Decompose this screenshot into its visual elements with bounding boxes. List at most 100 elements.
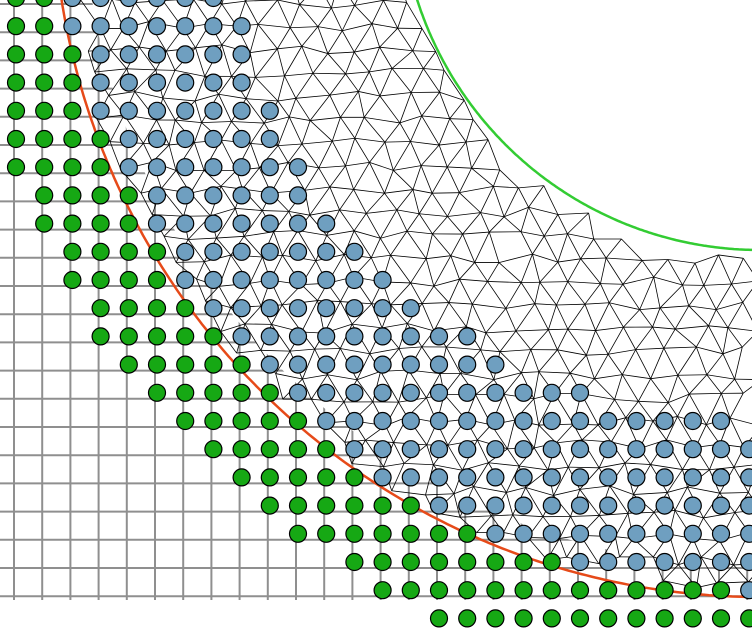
mesh-edge — [162, 0, 182, 1]
solid-particle — [119, 327, 138, 346]
solid-particle — [204, 411, 223, 431]
mesh-edge — [538, 424, 557, 444]
mesh-edge — [543, 185, 559, 215]
mesh-edge — [339, 209, 355, 232]
mesh-edge — [718, 254, 744, 259]
mesh-edge — [245, 98, 265, 124]
mesh-edge — [503, 187, 519, 217]
mesh-edge — [392, 170, 414, 190]
mesh-edge — [624, 462, 651, 465]
mesh-edge — [532, 254, 541, 283]
mesh-edge — [353, 213, 367, 232]
mesh-edge — [734, 378, 752, 380]
mesh-edge — [356, 370, 381, 381]
mesh-edge — [605, 238, 622, 259]
mesh-edge — [580, 238, 595, 260]
mesh-edge — [277, 97, 296, 102]
mesh-edge — [557, 349, 587, 356]
mesh-edge — [609, 485, 629, 514]
mesh-edge — [689, 393, 722, 395]
fluid-particle — [599, 440, 618, 459]
mesh-edge — [420, 165, 433, 194]
mesh-edge — [363, 117, 386, 143]
mesh-edge — [369, 141, 386, 163]
mesh-edge — [326, 0, 332, 9]
fluid-particle — [627, 496, 646, 515]
mesh-edge — [639, 309, 653, 328]
mesh-edge — [678, 538, 694, 565]
mesh-edge — [677, 393, 690, 417]
mesh-edge — [471, 167, 494, 187]
fluid-particle — [260, 270, 279, 290]
solid-particle — [35, 158, 54, 177]
mesh-edge — [257, 0, 278, 25]
mesh-edge — [474, 231, 490, 263]
solid-particle — [7, 0, 25, 8]
mesh-edge — [459, 192, 481, 213]
mesh-edge — [660, 305, 689, 309]
mesh-edge — [447, 192, 460, 217]
mesh-edge — [390, 254, 411, 284]
mesh-edge — [471, 167, 500, 171]
mesh-edge — [364, 116, 400, 124]
solid-particle — [119, 270, 138, 290]
mesh-edge — [396, 189, 414, 211]
mesh-edge — [193, 0, 211, 24]
mesh-edge — [196, 261, 205, 280]
mesh-edge — [471, 281, 488, 305]
mesh-edge — [421, 115, 440, 146]
mesh-edge — [301, 45, 328, 54]
fluid-particle — [655, 468, 674, 487]
fluid-particle — [373, 355, 392, 374]
mesh-edge — [368, 47, 380, 73]
mesh-edge — [339, 189, 354, 211]
fluid-particle — [740, 552, 752, 572]
mesh-edge — [277, 100, 290, 118]
fluid-particle — [119, 101, 138, 120]
mesh-edge — [716, 564, 734, 584]
solid-particle — [345, 524, 364, 543]
mesh-edge — [559, 538, 567, 558]
fluid-particle — [232, 73, 251, 92]
solid-particle — [599, 581, 618, 600]
solid-particle — [91, 214, 110, 233]
mesh-edge — [622, 374, 651, 380]
mesh-edge — [410, 92, 423, 117]
mesh-edge — [369, 348, 400, 355]
mesh-edge — [399, 122, 411, 142]
mesh-edge — [586, 353, 609, 356]
mesh-edge — [439, 70, 445, 93]
fluid-particle — [373, 383, 392, 402]
fluid-particle — [288, 214, 308, 233]
mesh-edge — [384, 142, 394, 171]
fluid-particle — [232, 101, 251, 120]
fluid-particle — [204, 45, 223, 64]
fluid-particle — [373, 440, 392, 459]
mesh-edge — [327, 374, 345, 403]
mesh-edge — [205, 286, 220, 301]
mesh-edge — [250, 48, 278, 54]
mesh-edge — [406, 230, 427, 259]
fluid-particle — [627, 440, 646, 459]
solid-particle — [627, 581, 646, 600]
solid-particle — [63, 186, 82, 205]
fluid-particle — [486, 524, 505, 543]
mesh-edge — [432, 233, 452, 256]
mesh-edge — [326, 230, 355, 236]
solid-particle — [711, 581, 731, 600]
mesh-edge — [433, 302, 450, 332]
mesh-edge — [331, 117, 341, 142]
mesh-edge — [466, 139, 489, 143]
mesh-edge — [431, 166, 448, 194]
mesh-edge — [741, 336, 752, 348]
mesh-edge — [675, 325, 709, 330]
solid-particle — [63, 101, 82, 120]
solid-particle — [63, 270, 82, 290]
solid-particle — [91, 327, 110, 346]
mesh-edge — [341, 5, 355, 31]
mesh-edge — [505, 303, 535, 309]
mesh-edge — [162, 97, 196, 102]
mesh-edge — [399, 115, 422, 124]
fluid-particle — [147, 101, 167, 120]
mesh-edge — [301, 120, 311, 145]
